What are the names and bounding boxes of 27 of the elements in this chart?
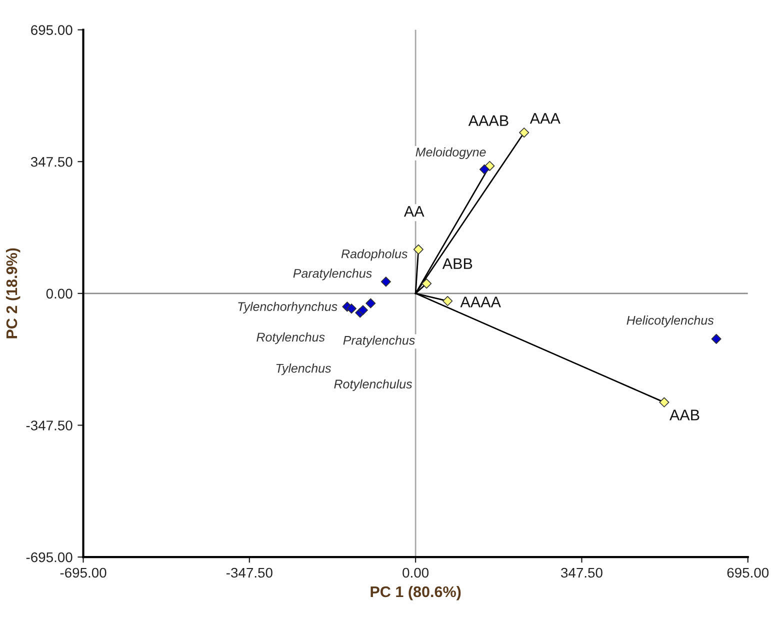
y-tick-label: 0.00 (46, 288, 72, 299)
annotation: Meloidogyne (416, 147, 486, 160)
annotation: Tylenchus (276, 364, 332, 376)
x-tick-label: -347.50 (226, 568, 272, 578)
y-tick-label: 695.00 (31, 25, 72, 35)
annotation: AA (404, 206, 424, 217)
annotation: AAAA (460, 296, 501, 308)
y-tick-label: 347.50 (30, 156, 72, 167)
x-tick-label: -695.00 (60, 568, 106, 578)
annotation: Rotylenchulus (334, 379, 412, 391)
annotation: ABB (442, 258, 472, 269)
annotation: AAAB (468, 115, 508, 126)
annotation: Helicotylenchus (626, 316, 714, 328)
x-axis-title: PC 1 (80.6%) (370, 586, 461, 600)
y-axis-title: PC 2 (18.9%) (6, 248, 20, 338)
annotation: Radopholus (341, 249, 408, 261)
annotation: AAA (530, 113, 560, 124)
annotation: Tylenchorhynchus (238, 302, 338, 314)
x-tick-label: 347.50 (561, 568, 602, 578)
annotation: Pratylenchus (343, 336, 415, 348)
x-tick-label: 0.00 (402, 568, 429, 578)
annotation: Rotylenchus (256, 332, 325, 344)
annotation: Paratylenchus (293, 268, 372, 280)
x-tick-label: 695.00 (727, 568, 769, 578)
annotation: AAB (670, 410, 700, 420)
y-tick-label: -347.50 (26, 420, 72, 430)
y-tick-label: -695.00 (26, 552, 72, 562)
